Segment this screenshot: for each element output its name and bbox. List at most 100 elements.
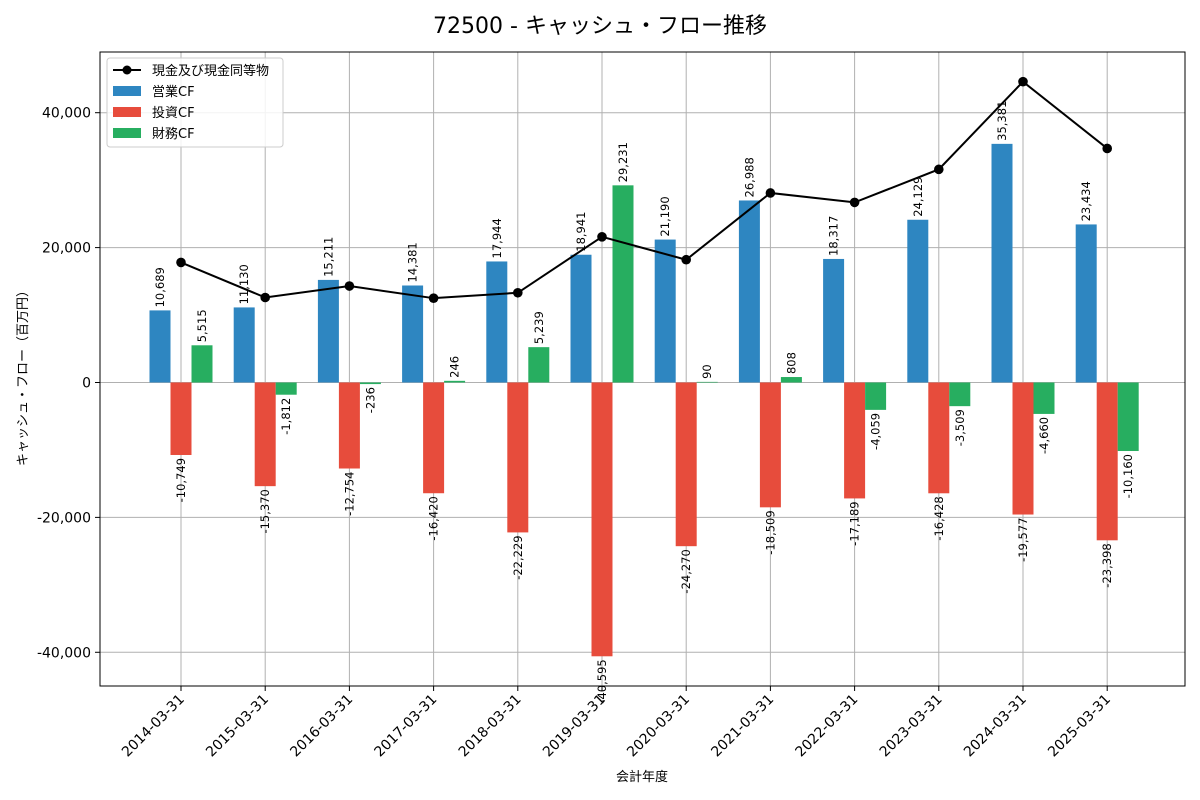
legend-label: 投資CF [152,105,195,121]
bar-data-label: 29,231 [616,142,630,182]
bar-data-label: 21,190 [658,196,672,236]
cash-point [513,287,523,298]
cash-point [176,257,186,268]
bar-0 [149,310,171,383]
bar-1 [254,382,276,487]
bar-data-label: -17,189 [848,501,862,545]
bar-data-label: -16,428 [932,496,946,540]
bar-0 [907,219,929,383]
y-tick-label: -40,000 [37,645,91,661]
x-axis: 2014-03-31 2015-03-31 2016-03-31 2017-03-31… [119,686,1114,760]
bar-2 [191,345,213,383]
legend-swatch [113,107,141,117]
x-axis-label: 会計年度 [616,769,668,785]
bar-data-label: 35,381 [995,101,1009,141]
bar-data-label: -40,595 [595,659,609,703]
x-tick-label: 2024-03-31 [961,692,1030,761]
cash-point [849,197,860,208]
bar-0 [823,258,845,383]
y-tick-label: -20,000 [37,510,91,526]
bar-1 [423,382,445,494]
bar-data-label: -12,754 [342,472,356,516]
bar-data-label: -4,059 [869,413,883,450]
bar-data-label: -1,812 [279,398,293,435]
bar-labels: 10,689 11,130 15,211 14,381 17,944 18,941 21,1… [153,101,1135,704]
bar-1 [507,382,529,533]
bar-1 [1096,382,1118,541]
x-tick-label: 2025-03-31 [1045,692,1114,761]
bar-data-label: 15,211 [321,237,335,277]
legend-swatch [113,86,141,96]
x-tick-label: 2017-03-31 [372,692,441,761]
bar-1 [759,382,781,508]
cash-point [1018,76,1028,87]
bar-2 [696,381,718,383]
bars [149,143,1139,657]
bar-data-label: -16,420 [427,496,441,540]
chart-title: 72500 - キャッシュ・フロー推移 [433,14,767,39]
legend-swatch [113,128,141,138]
bar-data-label: -22,229 [511,535,525,579]
bar-data-label: -3,509 [953,409,967,446]
legend-label: 営業CF [152,84,195,100]
bar-data-label: 17,944 [490,218,504,258]
bar-data-label: 808 [784,352,798,374]
bar-2 [444,380,466,383]
bar-data-label: -236 [363,387,377,413]
bar-1 [928,382,950,494]
bar-1 [844,382,866,499]
bar-0 [654,239,676,383]
bar-data-label: 90 [700,364,714,379]
bar-data-label: 11,130 [237,264,251,304]
x-tick-label: 2014-03-31 [119,692,188,761]
bar-data-label: 10,689 [153,267,167,307]
x-tick-label: 2020-03-31 [624,692,693,761]
bar-data-label: 18,941 [574,211,588,251]
bar-2 [865,382,887,410]
bar-data-label: -24,270 [679,549,693,593]
bar-1 [170,382,192,455]
x-tick-label: 2021-03-31 [708,692,777,761]
legend-box [106,57,284,148]
bar-2 [1117,382,1139,452]
legend-marker [122,65,132,75]
bar-0 [402,285,424,383]
y-tick-label: 40,000 [42,106,91,122]
bar-0 [738,200,760,383]
x-tick-label: 2019-03-31 [540,692,609,761]
line-series [176,76,1112,303]
grid [100,52,1185,686]
y-axis: -40,000 -20,000 0 20,000 40,000 [37,106,100,661]
bar-data-label: 24,129 [911,176,925,216]
x-tick-label: 2018-03-31 [456,692,525,761]
x-tick-label: 2016-03-31 [287,692,356,761]
bar-data-label: 23,434 [1079,181,1093,221]
bar-2 [275,382,297,395]
bar-data-label: -23,398 [1100,543,1114,587]
bar-data-label: -18,509 [763,510,777,554]
bar-1 [591,382,613,657]
plot-frame [99,51,1186,687]
cash-point [934,164,944,175]
bar-data-label: -4,660 [1037,417,1051,454]
bar-0 [991,143,1013,383]
bar-1 [675,382,697,547]
bar-2 [359,382,381,385]
bar-1 [1012,382,1034,515]
bar-0 [233,307,255,383]
bar-0 [1075,224,1097,383]
y-axis-label: キャッシュ・フロー（百万円） [16,284,31,466]
cash-point [1102,143,1112,154]
bar-2 [1033,382,1055,414]
legend-label: 財務CF [152,127,195,142]
legend-label: 現金及び現金同等物 [152,63,269,79]
bar-0 [486,261,508,383]
x-tick-label: 2015-03-31 [203,692,272,761]
bar-data-label: 5,239 [532,311,546,344]
bar-2 [780,377,802,383]
bar-2 [949,382,971,407]
cash-point [344,281,355,291]
x-tick-label: 2023-03-31 [877,692,946,761]
